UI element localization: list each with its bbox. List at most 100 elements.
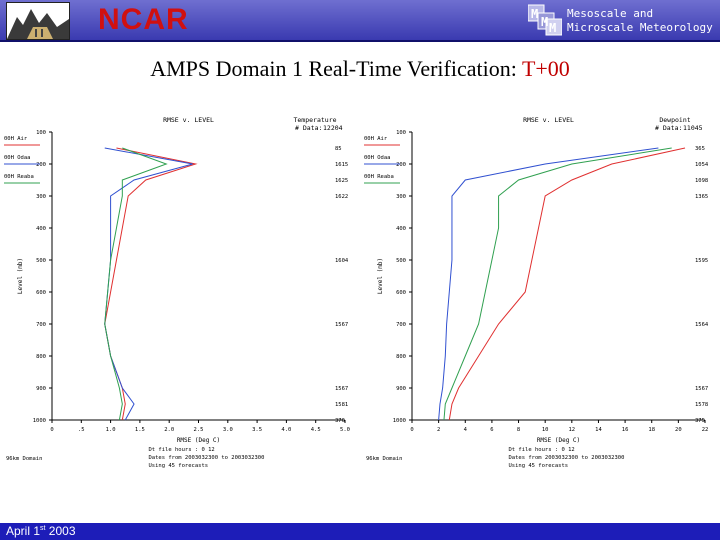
- chart-footer-line: Dt file hours : 0 12: [509, 447, 575, 453]
- chart-title: RMSE v. LEVEL: [163, 116, 214, 124]
- chart-footer-line: Dates from 2003032300 to 2003032300: [149, 455, 265, 461]
- y-tick-label: 600: [396, 290, 406, 296]
- x-tick-label: 16: [622, 427, 629, 433]
- x-tick-label: 6: [490, 427, 493, 433]
- level-count: 1578: [695, 402, 708, 408]
- data-count: 12204: [323, 124, 343, 132]
- level-count: 85: [335, 146, 342, 152]
- y-tick-label: 500: [36, 258, 46, 264]
- x-tick-label: 4: [464, 427, 468, 433]
- x-tick-label: 3.0: [223, 427, 233, 433]
- level-count: 1567: [335, 322, 348, 328]
- dewpoint-rmse-chart: 100 200 300 400 500 600 700 800 900 1000 0 2 4 6 8 10 12…: [364, 116, 709, 469]
- y-tick-label: 700: [36, 322, 46, 328]
- x-tick-label: 20: [675, 427, 682, 433]
- series-line: [104, 147, 168, 421]
- x-tick-label: 2.0: [164, 427, 174, 433]
- data-count: 11045: [683, 124, 703, 132]
- legend-label: 00H Reaba: [364, 174, 394, 180]
- date-sup: st: [40, 525, 46, 532]
- division-line2: Microscale Meteorology: [567, 21, 713, 34]
- mmm-logo-icon: M M M: [527, 3, 563, 37]
- footer-bar: April 1st 2003: [0, 523, 720, 540]
- series-line: [104, 147, 198, 421]
- chart-variable: Temperature: [293, 116, 336, 124]
- series-line: [443, 147, 672, 421]
- x-axis-label: RMSE (Deg C): [177, 437, 220, 444]
- legend-label: 00H Reaba: [4, 174, 34, 180]
- y-tick-label: 100: [36, 130, 46, 136]
- level-count: 1581: [335, 402, 348, 408]
- chart-variable: Dewpoint: [659, 116, 690, 124]
- level-count: 1595: [695, 258, 708, 264]
- division-line1: Mesoscale and: [567, 7, 654, 20]
- level-count: 1365: [695, 194, 708, 200]
- y-tick-label: 600: [36, 290, 46, 296]
- y-tick-label: 100: [396, 130, 406, 136]
- legend-label: 00H Air: [364, 136, 388, 142]
- legend-label: 00H Odaa: [4, 155, 31, 161]
- level-count: 1625: [335, 178, 348, 184]
- level-count: 365: [695, 146, 705, 152]
- y-tick-label: 900: [396, 386, 406, 392]
- x-tick-label: 1.5: [135, 427, 145, 433]
- series-line: [438, 147, 659, 421]
- svg-text:M: M: [541, 15, 548, 29]
- mountain-logo-icon: [6, 2, 70, 40]
- y-tick-label: 300: [36, 194, 46, 200]
- svg-text:M: M: [531, 7, 538, 21]
- y-tick-label: 200: [396, 162, 406, 168]
- level-count: 1622: [335, 194, 348, 200]
- date-suffix: 2003: [45, 524, 76, 538]
- x-axis-label: RMSE (Deg C): [537, 437, 580, 444]
- level-count: 375: [695, 418, 705, 424]
- legend-label: 00H Odaa: [364, 155, 391, 161]
- x-tick-label: 3.5: [252, 427, 262, 433]
- x-tick-label: 0: [410, 427, 413, 433]
- title-hour: T+00: [521, 56, 570, 81]
- header-banner: NCAR M M M Mesoscale and Microscale Mete…: [0, 0, 720, 42]
- x-tick-label: 8: [517, 427, 520, 433]
- y-tick-label: 400: [396, 226, 406, 232]
- division-name: Mesoscale and Microscale Meteorology: [567, 7, 713, 35]
- y-tick-label: 800: [396, 354, 406, 360]
- chart-footer-line: Dates from 2003032300 to 2003032300: [509, 455, 625, 461]
- x-tick-label: 5.0: [340, 427, 350, 433]
- chart-title: RMSE v. LEVEL: [523, 116, 574, 124]
- y-tick-label: 500: [396, 258, 406, 264]
- x-tick-label: 0: [50, 427, 53, 433]
- domain-label: 96km Domain: [6, 456, 42, 462]
- y-tick-label: 700: [396, 322, 406, 328]
- level-count: 376: [335, 418, 345, 424]
- series-line: [104, 147, 193, 421]
- x-tick-label: 2: [437, 427, 440, 433]
- x-tick-label: 10: [542, 427, 549, 433]
- x-tick-label: 2.5: [194, 427, 204, 433]
- level-count: 1564: [695, 322, 709, 328]
- level-count: 1567: [695, 386, 708, 392]
- legend-label: 00H Air: [4, 136, 28, 142]
- series-line: [448, 147, 686, 421]
- y-tick-label: 800: [36, 354, 46, 360]
- x-tick-label: 12: [569, 427, 576, 433]
- data-count-label: # Data:: [295, 124, 322, 132]
- slide-title: AMPS Domain 1 Real-Time Verification: T+…: [0, 56, 720, 82]
- level-count: 1615: [335, 162, 348, 168]
- x-tick-label: 14: [595, 427, 602, 433]
- y-tick-label: 300: [396, 194, 406, 200]
- y-axis-label: Level (mb): [377, 258, 384, 294]
- domain-label: 96km Domain: [366, 456, 402, 462]
- data-count-label: # Data:: [655, 124, 682, 132]
- y-tick-label: 200: [36, 162, 46, 168]
- y-axis-label: Level (mb): [17, 258, 24, 294]
- y-tick-label: 1000: [393, 418, 406, 424]
- y-tick-label: 1000: [33, 418, 46, 424]
- x-tick-label: 4.0: [281, 427, 291, 433]
- title-main: AMPS Domain 1 Real-Time Verification:: [150, 56, 517, 81]
- x-tick-label: 1.0: [106, 427, 116, 433]
- chart-footer-line: Using 45 forecasts: [149, 463, 209, 469]
- svg-text:M: M: [549, 21, 556, 35]
- y-tick-label: 400: [36, 226, 46, 232]
- org-name: NCAR: [98, 3, 189, 36]
- level-count: 1567: [335, 386, 348, 392]
